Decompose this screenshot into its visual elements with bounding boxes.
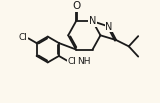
Text: O: O	[72, 1, 80, 11]
Text: Cl: Cl	[68, 57, 77, 66]
Text: N: N	[89, 16, 96, 26]
Text: Cl: Cl	[19, 33, 28, 42]
Text: N: N	[105, 22, 113, 32]
Text: NH: NH	[77, 57, 90, 66]
